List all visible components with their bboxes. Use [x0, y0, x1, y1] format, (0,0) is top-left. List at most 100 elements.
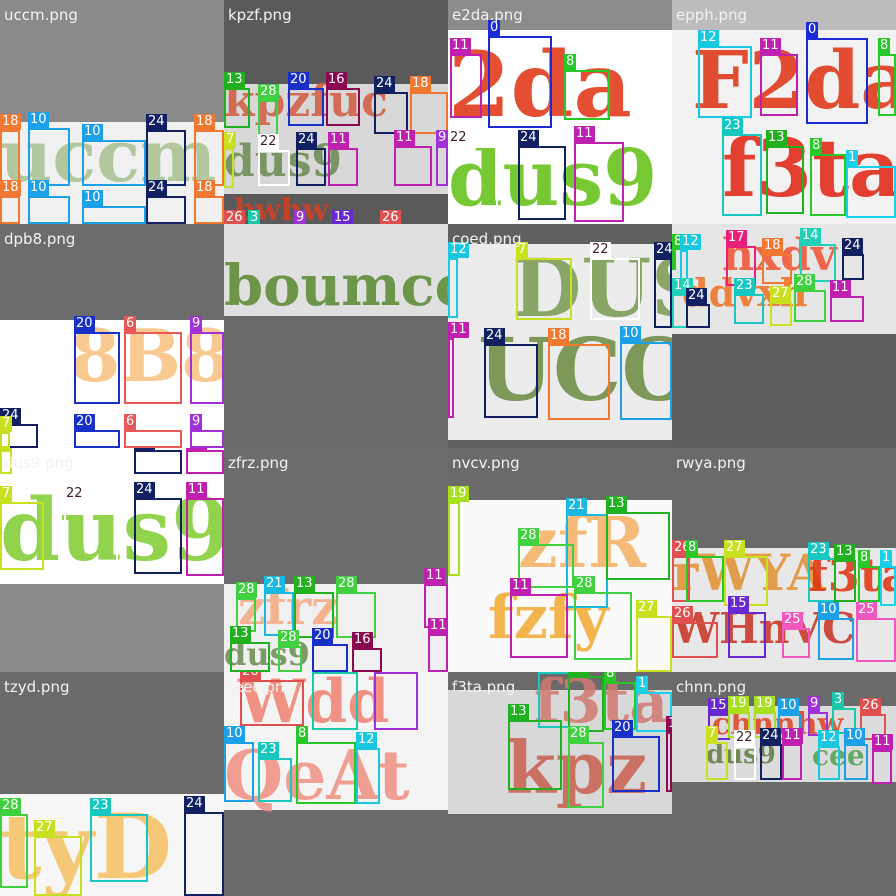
detection-box: 18	[194, 180, 224, 224]
class-label: 12	[818, 730, 839, 746]
class-label: 24	[146, 114, 167, 130]
detection-box: 18	[548, 328, 610, 420]
tile-filename: epph.png	[676, 6, 748, 24]
class-label: 11	[186, 448, 207, 450]
detection-box: 24	[654, 242, 672, 328]
detection-box: 20	[74, 414, 120, 448]
detection-box: 24	[686, 288, 710, 328]
detection-box: 0	[806, 22, 868, 124]
detection-box: 19	[728, 696, 750, 738]
captcha-image-strip	[224, 672, 448, 810]
class-label: 0	[806, 22, 819, 38]
class-label: 8	[686, 540, 699, 556]
class-label: 22	[734, 730, 755, 746]
captcha-glyphs: tyD	[0, 794, 172, 896]
class-label: 24	[760, 728, 781, 744]
class-label: 10	[818, 602, 839, 618]
class-label: 11	[428, 618, 448, 634]
class-label: 12	[680, 234, 701, 250]
class-label: 20	[288, 72, 309, 88]
detection-box: 22	[64, 486, 118, 572]
detection-box: 8	[296, 726, 356, 804]
detection-box: 16	[666, 716, 672, 792]
class-label: 10	[778, 698, 799, 714]
class-label: 11	[872, 734, 893, 750]
detection-box: 13	[834, 544, 856, 602]
detection-box: 20	[288, 72, 324, 126]
detection-box: 24	[134, 482, 182, 574]
class-label: 7	[0, 416, 13, 432]
detection-box: 1	[846, 150, 896, 218]
detection-box: 7	[516, 242, 572, 320]
detection-box: 21	[264, 576, 294, 636]
detection-box: 27	[770, 286, 792, 326]
tile-filename: dus9.png	[4, 454, 74, 472]
class-label: 13	[230, 626, 251, 642]
captcha-glyphs: fzfy	[488, 583, 609, 653]
detection-box: 13	[224, 72, 250, 128]
detection-box: 18	[410, 76, 448, 134]
class-label: 24	[146, 180, 167, 196]
tile-filename: f3ta.png	[452, 678, 516, 696]
detection-box: 18	[194, 114, 224, 186]
detection-box: 28	[0, 798, 28, 888]
class-label: 7	[0, 486, 13, 502]
class-label: 28	[794, 274, 815, 290]
detection-box: 13	[294, 576, 334, 638]
class-label: 11	[760, 38, 781, 54]
mosaic-tile: boumcoo	[224, 224, 448, 448]
detection-box: 24	[146, 180, 186, 224]
class-label: 24	[484, 328, 505, 344]
mosaic-tile: dus972224117222411dus9.png	[0, 448, 224, 672]
class-label: 7	[0, 448, 13, 450]
class-label: 10	[844, 728, 865, 744]
detection-box: 22	[734, 730, 756, 780]
tile-filename: tzyd.png	[4, 678, 70, 696]
detection-box: 7	[0, 448, 13, 474]
detection-box: 1	[636, 676, 672, 732]
class-label: 9	[808, 696, 821, 712]
detection-box: 24	[518, 130, 566, 220]
detection-box: 23	[722, 118, 762, 216]
class-label: 27	[770, 286, 791, 302]
detection-box: 10	[620, 326, 672, 420]
class-label: 9	[190, 316, 203, 332]
class-label: 6	[124, 316, 137, 332]
detection-box: 10	[224, 726, 254, 802]
class-label: 23	[258, 742, 279, 758]
class-label: 10	[28, 112, 49, 128]
tile-filename: nvcv.png	[452, 454, 520, 472]
class-label: 24	[842, 238, 863, 254]
detection-box: 28	[794, 274, 826, 322]
class-label: 8	[564, 54, 577, 70]
mosaic-tile: 8B820692472069dpb8.png	[0, 224, 224, 448]
detection-box: 19	[754, 696, 776, 738]
class-label: 19	[754, 696, 775, 712]
class-label: 20	[312, 628, 333, 644]
captcha-glyphs: f3ta	[722, 121, 896, 215]
tile-filename: zfrz.png	[228, 454, 289, 472]
class-label: 17	[726, 230, 747, 246]
class-label: 15	[728, 596, 749, 612]
detection-box: 22	[590, 242, 640, 320]
tile-filename: dpb8.png	[4, 230, 76, 248]
detection-box: 22	[64, 448, 118, 476]
class-label: 28	[236, 582, 257, 598]
class-label: 13	[224, 72, 245, 88]
class-label: 24	[184, 796, 205, 812]
detection-box: 15	[728, 596, 766, 658]
detection-box: 26	[240, 672, 304, 726]
class-label: 21	[264, 576, 285, 592]
class-label: 0	[488, 20, 501, 36]
class-label: 15	[708, 698, 729, 714]
detection-box: 1	[880, 550, 896, 606]
class-label: 10	[82, 190, 103, 206]
tile-filename: chnn.png	[676, 678, 747, 696]
detection-box: 11	[328, 132, 358, 186]
tile-filename: rwya.png	[676, 454, 746, 472]
class-label: 23	[734, 278, 755, 294]
detection-box: 12	[448, 242, 469, 318]
detection-box: 10	[844, 728, 868, 780]
detection-box: 9	[436, 130, 448, 186]
class-label: 27	[724, 540, 745, 556]
